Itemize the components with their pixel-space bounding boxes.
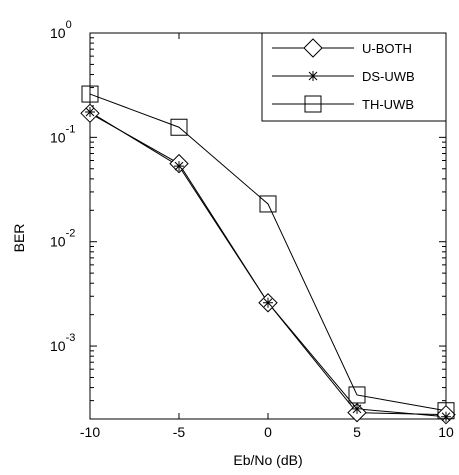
data-point-ds-uwb	[85, 106, 95, 117]
y-tick-exponent: -3	[66, 332, 76, 344]
x-tick-label: -10	[80, 424, 100, 440]
legend-label: TH-UWB	[362, 97, 414, 112]
x-axis-label: Eb/No (dB)	[233, 452, 302, 468]
data-point-th-uwb	[81, 85, 99, 103]
y-tick-base: 10	[50, 25, 66, 41]
x-tick-label: 10	[438, 424, 454, 440]
data-point-ds-uwb	[263, 297, 273, 308]
legend-marker-u-both	[303, 38, 323, 58]
legend-marker-th-uwb	[304, 95, 322, 113]
series-layer	[80, 85, 456, 425]
x-tick-label: 5	[353, 424, 361, 440]
data-point-th-uwb	[348, 386, 366, 404]
legend: U-BOTH DS-UWB TH-UWB	[261, 32, 447, 122]
x-tick-label: 0	[264, 424, 272, 440]
series-line-th-uwb	[89, 93, 447, 412]
y-tick-exponent: -1	[66, 123, 76, 135]
y-tick-exponent: -2	[66, 228, 76, 240]
y-tick-base: 10	[50, 129, 66, 145]
data-point-ds-uwb	[352, 403, 362, 414]
y-tick-label: 100	[50, 19, 72, 41]
legend-label: DS-UWB	[362, 69, 415, 84]
data-point-th-uwb	[437, 402, 455, 420]
legend-marker-ds-uwb	[308, 71, 318, 81]
y-tick-label: 10-1	[50, 123, 75, 145]
y-tick-base: 10	[50, 234, 66, 250]
y-axis-label: BER	[11, 224, 27, 253]
legend-label: U-BOTH	[362, 41, 412, 56]
x-tick-label: -5	[173, 424, 186, 440]
data-point-th-uwb	[170, 118, 188, 136]
y-tick-base: 10	[50, 338, 66, 354]
legend-box	[261, 32, 447, 122]
y-tick-exponent: 0	[66, 19, 72, 31]
data-point-th-uwb	[259, 195, 277, 213]
y-tick-label: 10-3	[50, 332, 75, 354]
y-tick-label: 10-2	[50, 228, 75, 250]
data-point-ds-uwb	[441, 411, 451, 422]
data-point-ds-uwb	[174, 161, 184, 172]
